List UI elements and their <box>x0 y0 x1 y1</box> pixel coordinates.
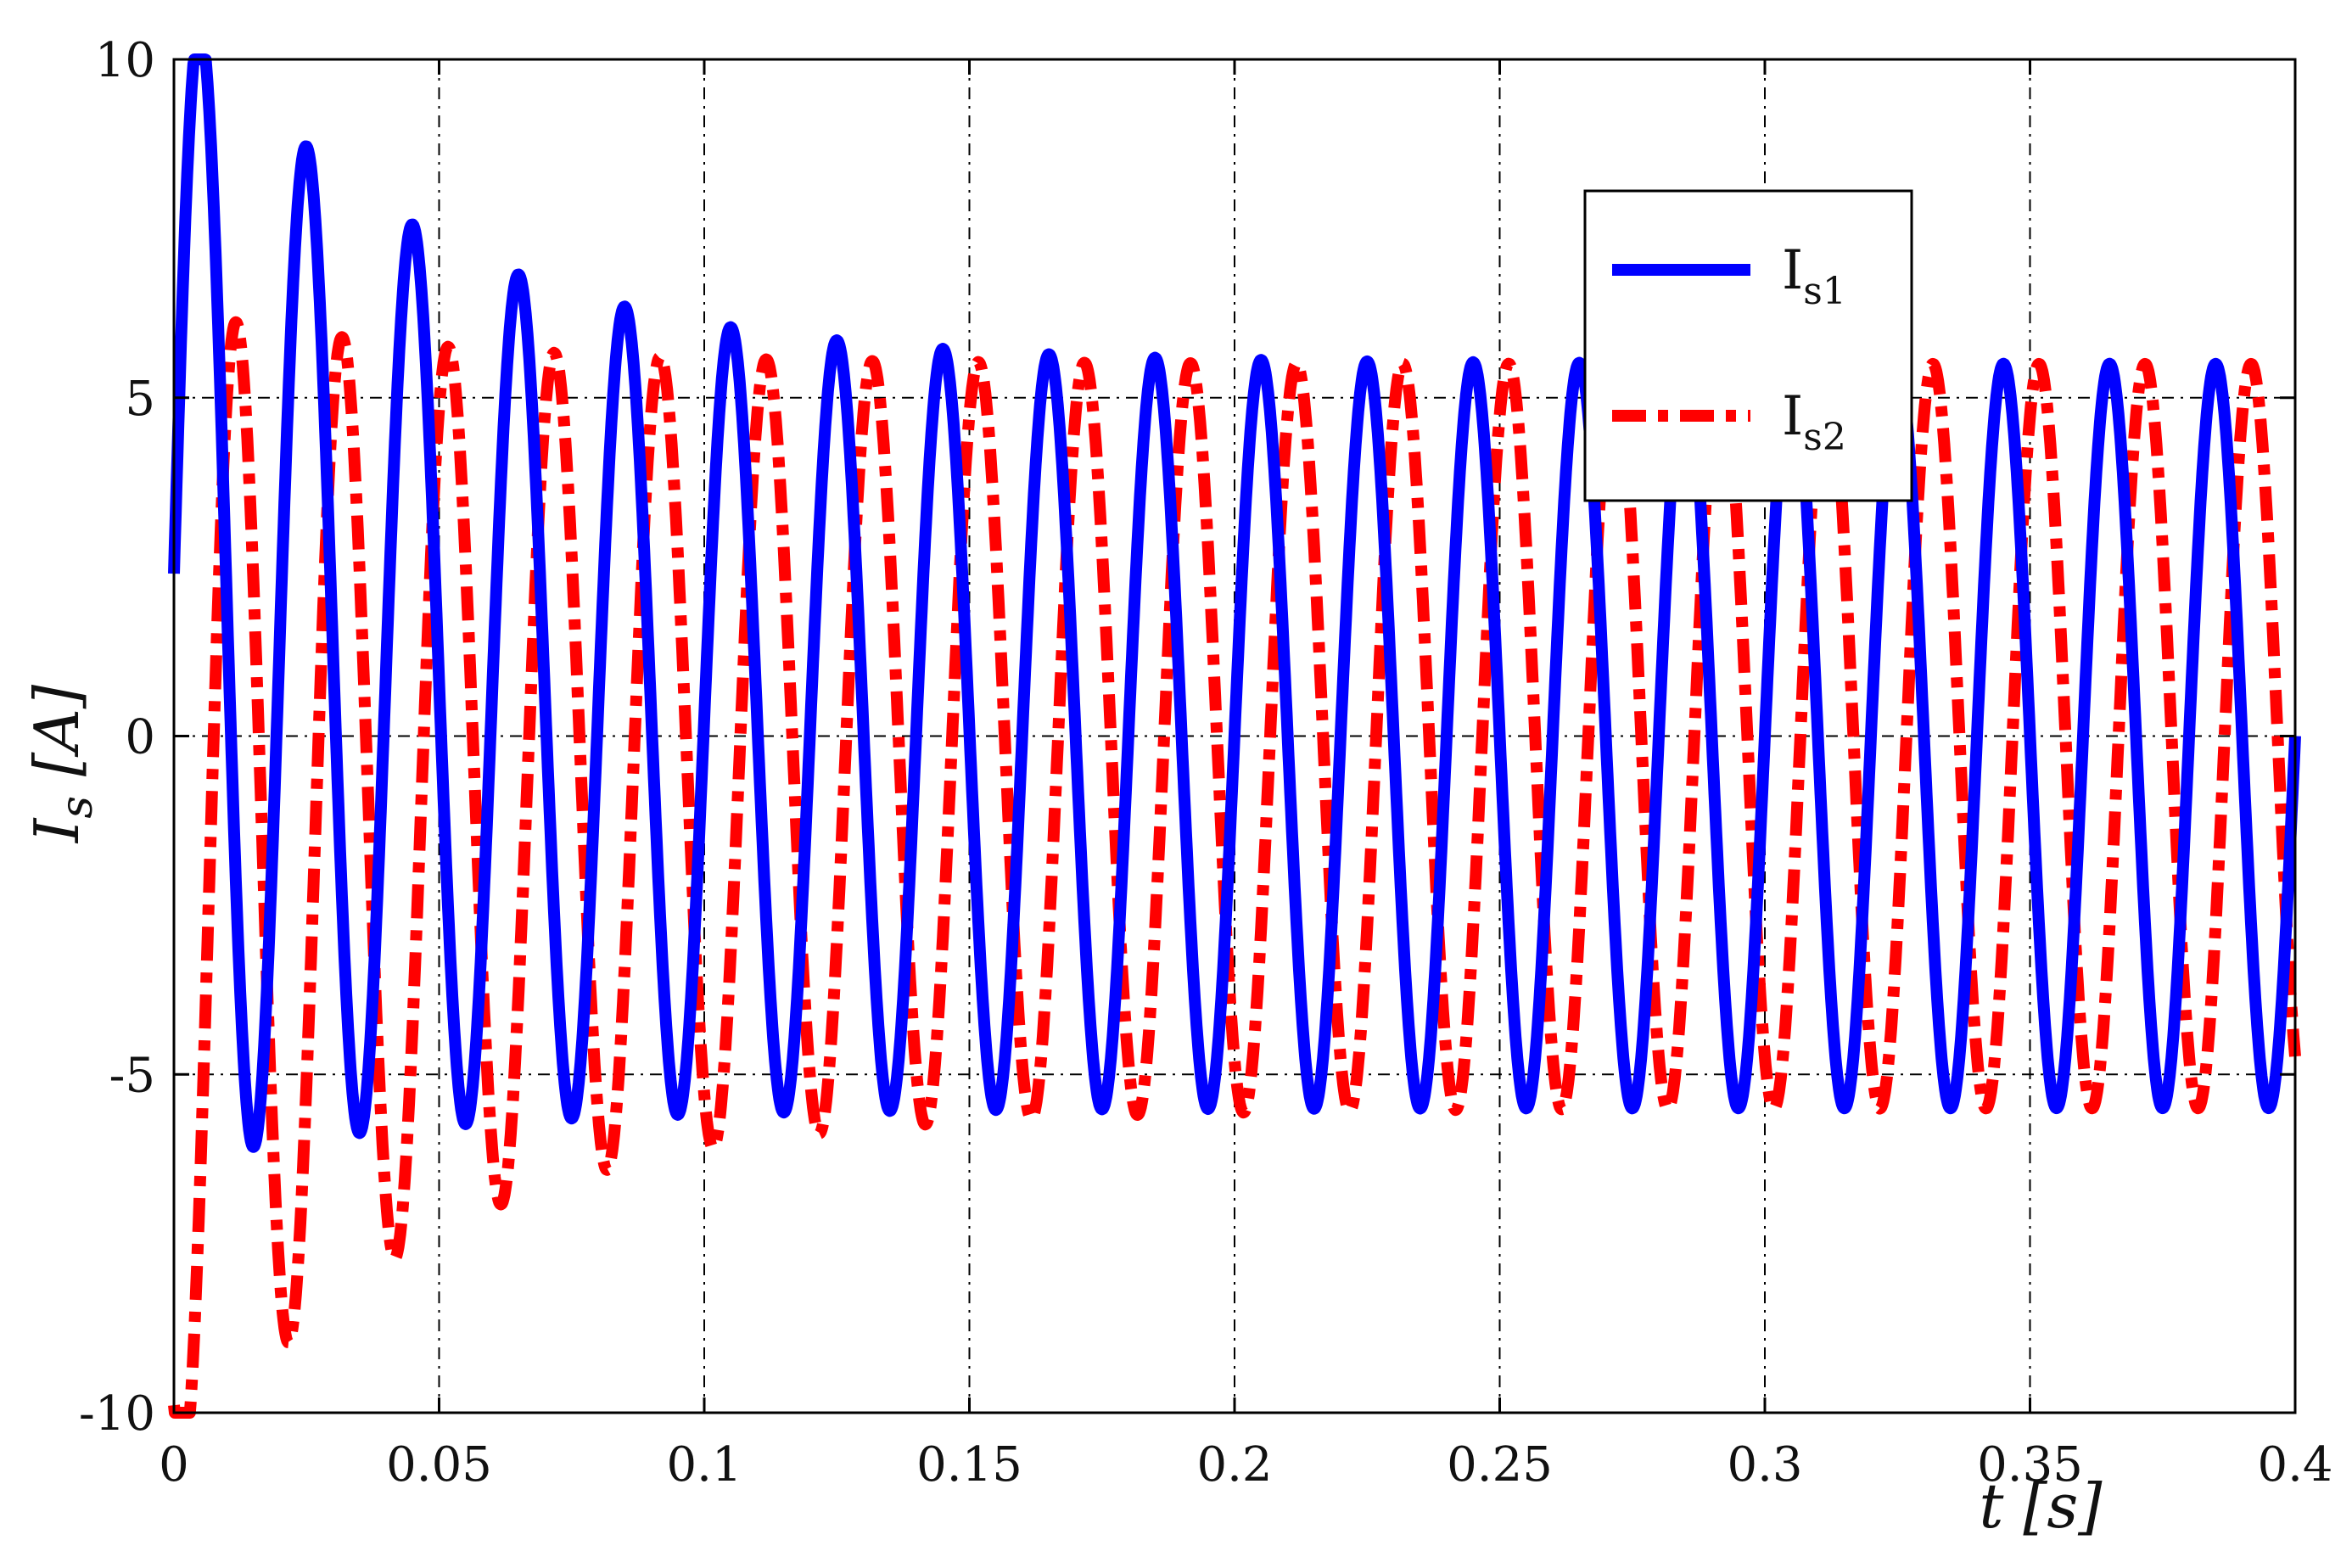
x-tick-label: 0.35 <box>1977 1437 2083 1492</box>
x-tick-label: 0.15 <box>916 1437 1022 1492</box>
x-tick-label: 0.25 <box>1447 1437 1553 1492</box>
tick-layer: 0 0.05 0.1 0.15 0.2 0.25 0.3 0.35 0.4 -10 -5 0 5 10 <box>79 33 2333 1492</box>
y-tick-label: 5 <box>125 372 155 427</box>
y-tick-label: -10 <box>79 1386 155 1442</box>
legend-label-s1-sub: s1 <box>1803 270 1846 313</box>
x-tick-label: 0.4 <box>2257 1437 2332 1492</box>
legend-label-s2: Is2 <box>1782 385 1846 459</box>
y-tick-label: 10 <box>95 33 155 88</box>
legend-label-s1-main: I <box>1782 239 1803 302</box>
legend: Is1 Is2 <box>1583 189 1913 502</box>
x-tick-label: 0.3 <box>1727 1437 1802 1492</box>
x-axis-label: t [s] <box>1980 1470 2103 1542</box>
legend-label-s2-main: I <box>1782 385 1803 448</box>
series-line-i-s2 <box>168 316 2301 1419</box>
legend-label-s1: Is1 <box>1782 239 1846 313</box>
y-axis-label: Is [A] <box>21 684 103 844</box>
x-tick-label: 0 <box>159 1437 189 1492</box>
x-tick-label: 0.1 <box>666 1437 742 1492</box>
x-tick-label: 0.05 <box>386 1437 492 1492</box>
legend-box <box>1583 189 1913 502</box>
y-tick-label: 0 <box>125 710 155 765</box>
series-layer <box>168 53 2301 1419</box>
y-tick-label: -5 <box>109 1048 155 1103</box>
series-line-i-s1 <box>168 53 2301 1153</box>
x-tick-label: 0.2 <box>1196 1437 1272 1492</box>
legend-label-s2-sub: s2 <box>1803 416 1846 459</box>
